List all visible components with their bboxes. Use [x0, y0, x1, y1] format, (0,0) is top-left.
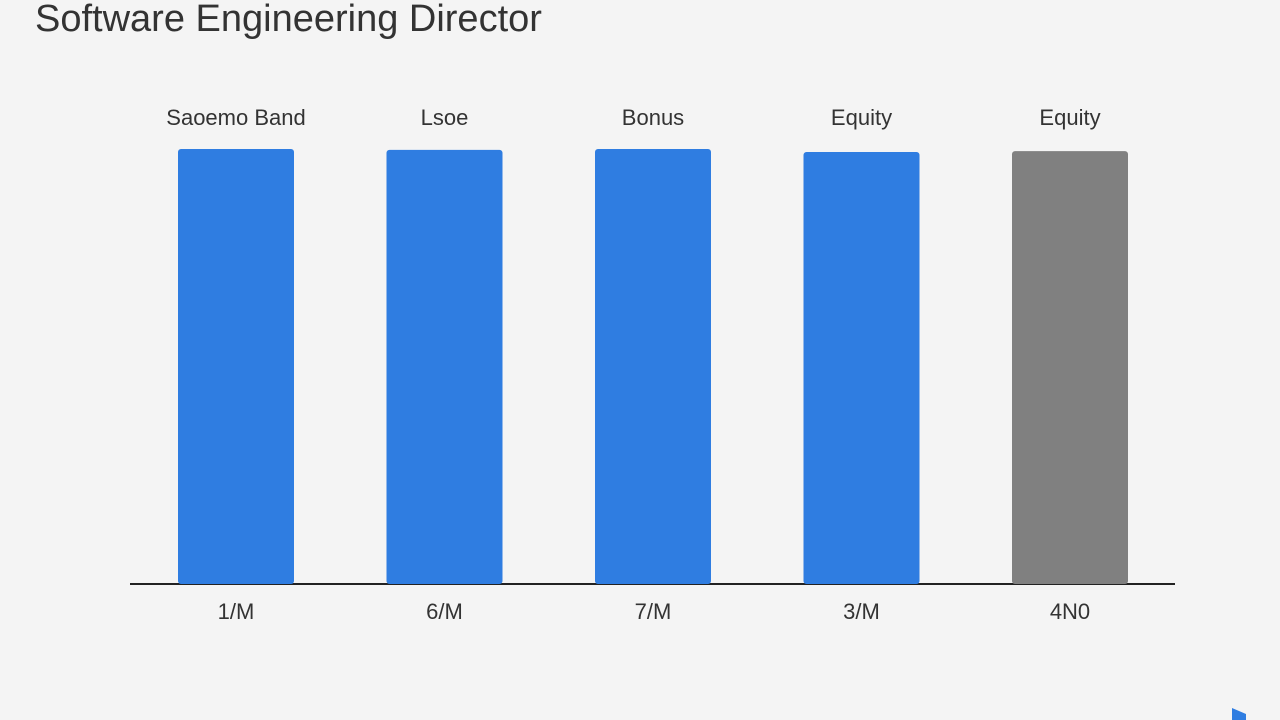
- category-label: Saoemo Band: [166, 105, 305, 130]
- x-label: 3/M: [843, 599, 880, 624]
- bar: [178, 149, 294, 584]
- chart-title: Software Engineering Director: [35, 0, 542, 40]
- x-label: 1/M: [218, 599, 255, 624]
- x-label: 6/M: [426, 599, 463, 624]
- category-label: Equity: [1039, 105, 1100, 130]
- bar: [803, 152, 920, 585]
- bar: [1012, 151, 1128, 585]
- category-label: Lsoe: [421, 105, 469, 130]
- bar: [595, 149, 711, 584]
- category-label: Equity: [831, 105, 892, 130]
- x-label: 4N0: [1050, 599, 1090, 624]
- category-label: Bonus: [622, 105, 684, 130]
- x-label: 7/M: [635, 599, 672, 624]
- bar: [386, 149, 503, 584]
- corner-icon: [1232, 708, 1246, 720]
